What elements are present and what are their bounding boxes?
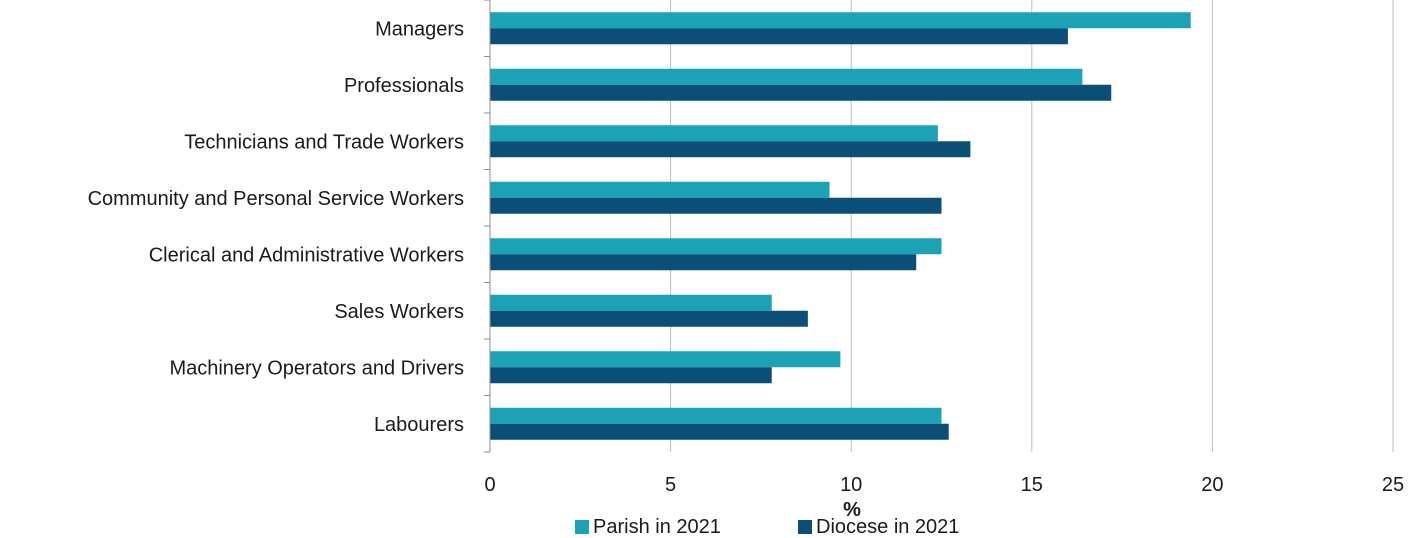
axes xyxy=(484,0,491,453)
category-label: Machinery Operators and Drivers xyxy=(169,357,464,379)
bar-diocese xyxy=(490,84,1112,101)
bar-parish xyxy=(490,407,942,424)
bar-parish xyxy=(490,181,830,198)
bar-parish xyxy=(490,294,772,311)
x-tick-label: 20 xyxy=(1201,474,1223,496)
category-labels: Managers Professionals Technicians and Tra… xyxy=(88,18,464,436)
gridlines xyxy=(670,0,1394,452)
bar-diocese xyxy=(490,28,1068,45)
category-label: Professionals xyxy=(344,75,464,97)
legend-label: Diocese in 2021 xyxy=(816,516,959,538)
x-tick-label: 0 xyxy=(484,474,495,496)
legend-swatch xyxy=(798,520,812,534)
category-label: Managers xyxy=(375,18,464,40)
bar-diocese xyxy=(490,254,917,271)
x-tick-label: 10 xyxy=(840,474,862,496)
bar-parish xyxy=(490,238,942,255)
bar-diocese xyxy=(490,367,772,384)
bar-diocese xyxy=(490,423,949,440)
x-tick-label: 25 xyxy=(1382,474,1404,496)
bar-parish xyxy=(490,125,938,142)
x-tick-label: 5 xyxy=(665,474,676,496)
x-axis-title: % xyxy=(843,499,861,521)
legend: Parish in 2021 Diocese in 2021 xyxy=(575,516,959,538)
category-label: Community and Personal Service Workers xyxy=(88,188,464,210)
category-label: Technicians and Trade Workers xyxy=(184,131,464,153)
bar-diocese xyxy=(490,310,808,327)
bar-diocese xyxy=(490,141,971,158)
bar-parish xyxy=(490,68,1083,85)
legend-label: Parish in 2021 xyxy=(593,516,721,538)
category-label: Clerical and Administrative Workers xyxy=(149,244,464,266)
category-label: Sales Workers xyxy=(334,301,464,323)
x-tick-labels: 0 5 10 15 20 25 xyxy=(484,474,1404,496)
bar-parish xyxy=(490,351,841,368)
legend-swatch xyxy=(575,520,589,534)
bar-parish xyxy=(490,12,1191,29)
category-label: Labourers xyxy=(374,414,464,436)
bars xyxy=(490,12,1191,440)
bar-diocese xyxy=(490,197,942,214)
x-tick-label: 15 xyxy=(1021,474,1043,496)
